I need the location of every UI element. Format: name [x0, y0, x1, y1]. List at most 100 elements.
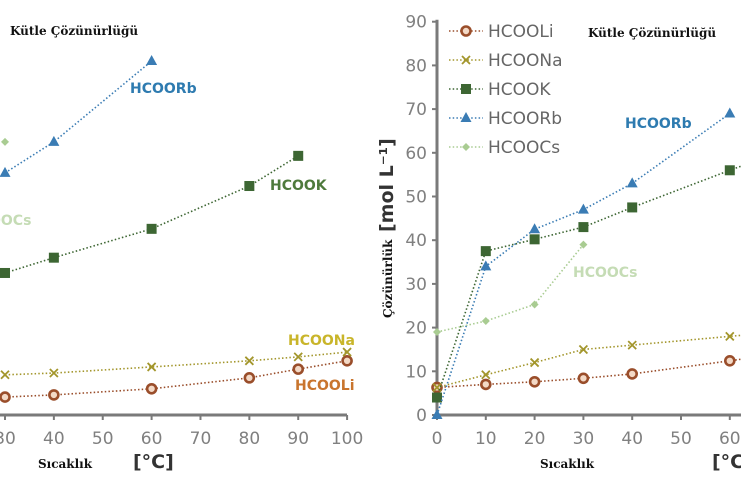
data-point-triangle [529, 223, 541, 234]
legend-item-hcook: HCOOK [449, 80, 551, 100]
left-x-tick-label: 100 [331, 429, 363, 449]
left-x-tick-label: 80 [239, 429, 261, 449]
data-point-x [725, 331, 735, 341]
right-y-tick-label: 90 [405, 13, 427, 33]
legend-marker [461, 55, 471, 65]
data-point-x [529, 357, 540, 368]
data-point-circle [48, 389, 60, 401]
data-point-triangle [0, 166, 11, 177]
data-point-circle [0, 391, 11, 403]
data-point-triangle [480, 260, 492, 271]
legend-label: HCOONa [488, 51, 563, 71]
data-point-x [293, 352, 303, 362]
left-x-tick-label: 60 [141, 429, 163, 449]
right-y-tick-label: 0 [416, 406, 427, 426]
data-point-x [627, 340, 637, 350]
right-x-tick-label: 30 [573, 429, 595, 449]
left-series-hcoorb [0, 55, 158, 177]
left-x-axis-label: Sıcaklık [38, 457, 93, 471]
left-x-tick-label: 40 [43, 429, 65, 449]
right-label-hcoorb: HCOORb [625, 116, 692, 132]
legend-marker [460, 112, 472, 122]
right-x-axis-label: Sıcaklık [540, 457, 595, 471]
data-point-square [578, 222, 589, 233]
data-point-square [48, 252, 59, 263]
data-point-triangle [626, 177, 638, 188]
data-point-diamond [579, 240, 588, 249]
right-y-tick-label: 50 [405, 188, 427, 208]
left-series-hcook [0, 150, 304, 278]
left-label-hcook: HCOOK [270, 178, 328, 194]
right-x-tick-label: 40 [621, 429, 643, 449]
right-y-axis-label: Çözünürlük [381, 239, 395, 318]
right-series-hcook [432, 165, 741, 403]
data-point-triangle [577, 203, 589, 214]
right-y-tick-label: 40 [405, 231, 427, 251]
data-point-x [49, 368, 59, 378]
legend-label: HCOOLi [488, 22, 554, 42]
series-line [4, 360, 348, 398]
right-chart-title: Kütle Çözünürlüğü [588, 26, 716, 40]
left-x-tick-label: 50 [92, 429, 114, 449]
legend-label: HCOOCs [488, 138, 560, 158]
data-point-triangle [724, 107, 736, 118]
right-series-hcoocs [433, 240, 588, 336]
data-point-x [244, 356, 254, 366]
data-point-square [529, 234, 540, 245]
data-point-x [342, 347, 352, 357]
left-series-hcoona [0, 347, 352, 380]
left-x-tick-label: 90 [287, 429, 309, 449]
right-series-hcoona [432, 331, 741, 393]
right-y-tick-label: 60 [405, 144, 427, 164]
left-x-tick-label: 30 [0, 429, 16, 449]
legend-item-hcoocs: HCOOCs [449, 138, 560, 158]
right-chart: Kütle Çözünürlüğü Sıcaklık [°C] Çözünürl… [376, 13, 741, 473]
data-point-circle [723, 355, 736, 367]
right-y-axis-unit: [mol L⁻¹] [376, 138, 398, 232]
right-y-tick-label: 80 [405, 56, 427, 76]
data-point-square [432, 392, 442, 403]
data-point-x [0, 370, 10, 380]
data-point-circle [243, 372, 256, 384]
legend-label: HCOORb [488, 109, 562, 129]
right-x-tick-label: 10 [475, 429, 497, 449]
data-point-circle [528, 375, 541, 388]
data-point-x [481, 370, 491, 380]
left-series-hcoocs [1, 137, 9, 146]
left-x-tick-label: 70 [190, 429, 212, 449]
left-label-hcoorb: HCOORb [130, 81, 197, 97]
data-point-diamond [433, 327, 441, 336]
data-point-square [146, 223, 157, 234]
left-label-hcoocs: HCOOCs [0, 213, 31, 229]
series-line [436, 244, 585, 333]
right-y-tick-label: 10 [405, 362, 427, 382]
data-point-square [244, 181, 255, 192]
series-line [436, 112, 731, 416]
data-point-diamond [530, 300, 539, 309]
right-series-hcoorb [431, 107, 736, 419]
data-point-triangle [146, 55, 158, 66]
right-x-tick-label: 20 [524, 429, 546, 449]
legend-item-hcooli: HCOOLi [449, 22, 554, 42]
data-point-square [0, 267, 10, 278]
data-point-diamond [481, 317, 490, 326]
data-point-circle [626, 368, 639, 380]
data-point-circle [292, 363, 305, 375]
right-label-hcoocs: HCOOCs [573, 265, 637, 281]
data-point-triangle [431, 409, 443, 419]
left-x-axis-unit: [°C] [133, 451, 174, 473]
legend: HCOOLi HCOONa HCOOK HCOORb HCOOCs [449, 22, 563, 158]
left-label-hcoona: HCOONa [288, 333, 355, 349]
right-y-tick-label: 30 [405, 275, 427, 295]
right-x-tick-label: 60 [719, 429, 741, 449]
right-x-axis-unit: [°C] [712, 451, 741, 473]
data-point-circle [341, 355, 353, 367]
legend-item-hcoona: HCOONa [449, 51, 563, 71]
data-point-square [293, 150, 304, 161]
data-point-square [480, 246, 491, 257]
legend-marker [462, 143, 470, 151]
left-chart: Kütle Çözünürlüğü Sıcaklık [°C] HCOORb H… [0, 24, 363, 473]
legend-marker [461, 84, 471, 94]
data-point-square [627, 202, 638, 213]
